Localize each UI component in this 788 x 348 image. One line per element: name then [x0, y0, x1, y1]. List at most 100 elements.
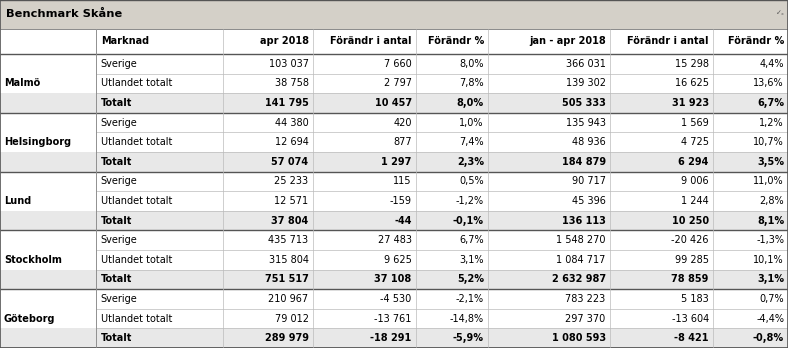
- Text: -159: -159: [390, 196, 411, 206]
- Text: 6,7%: 6,7%: [459, 235, 484, 245]
- Text: Sverige: Sverige: [101, 235, 137, 245]
- Text: 13,6%: 13,6%: [753, 78, 784, 88]
- Text: -44: -44: [394, 215, 411, 226]
- Text: 37 804: 37 804: [271, 215, 309, 226]
- Text: jan - apr 2018: jan - apr 2018: [529, 36, 606, 46]
- Text: 1 548 270: 1 548 270: [556, 235, 606, 245]
- Text: Totalt: Totalt: [101, 333, 132, 343]
- Text: 1 297: 1 297: [381, 157, 411, 167]
- Text: 5 183: 5 183: [681, 294, 708, 304]
- Text: 184 879: 184 879: [562, 157, 606, 167]
- Text: -1,2%: -1,2%: [455, 196, 484, 206]
- Text: Förändr i antal: Förändr i antal: [627, 36, 708, 46]
- Text: 45 396: 45 396: [572, 196, 606, 206]
- Text: Sverige: Sverige: [101, 294, 137, 304]
- Bar: [0, 211, 788, 230]
- Text: 1 080 593: 1 080 593: [552, 333, 606, 343]
- Text: 139 302: 139 302: [566, 78, 606, 88]
- Text: 8,0%: 8,0%: [457, 98, 484, 108]
- Text: 315 804: 315 804: [269, 255, 309, 265]
- Text: 103 037: 103 037: [269, 59, 309, 69]
- Text: Sverige: Sverige: [101, 118, 137, 128]
- Bar: [0, 93, 788, 113]
- Text: 10,7%: 10,7%: [753, 137, 784, 147]
- Text: Sverige: Sverige: [101, 59, 137, 69]
- Text: 141 795: 141 795: [265, 98, 309, 108]
- Text: 25 233: 25 233: [274, 176, 309, 187]
- Text: 1,2%: 1,2%: [760, 118, 784, 128]
- Text: ✓ₓ: ✓ₓ: [776, 9, 785, 16]
- Text: 57 074: 57 074: [271, 157, 309, 167]
- Text: 99 285: 99 285: [675, 255, 708, 265]
- Text: 3,1%: 3,1%: [459, 255, 484, 265]
- Text: -13 761: -13 761: [374, 314, 411, 324]
- Bar: [0, 152, 788, 172]
- Bar: [0, 270, 788, 289]
- Text: 297 370: 297 370: [565, 314, 606, 324]
- Bar: [0, 289, 788, 309]
- Bar: [0, 113, 788, 132]
- Text: 877: 877: [393, 137, 411, 147]
- Bar: [0, 73, 788, 93]
- Text: 210 967: 210 967: [269, 294, 309, 304]
- Text: 0,7%: 0,7%: [760, 294, 784, 304]
- Text: 7,8%: 7,8%: [459, 78, 484, 88]
- Text: 420: 420: [393, 118, 411, 128]
- Text: Göteborg: Göteborg: [4, 314, 55, 324]
- Text: 3,1%: 3,1%: [757, 274, 784, 284]
- Text: 12 571: 12 571: [274, 196, 309, 206]
- Text: 1 084 717: 1 084 717: [556, 255, 606, 265]
- Text: 751 517: 751 517: [265, 274, 309, 284]
- Text: -1,3%: -1,3%: [756, 235, 784, 245]
- Text: 27 483: 27 483: [377, 235, 411, 245]
- Text: 37 108: 37 108: [374, 274, 411, 284]
- Text: Förändr i antal: Förändr i antal: [330, 36, 411, 46]
- Text: 9 625: 9 625: [384, 255, 411, 265]
- Text: Marknad: Marknad: [101, 36, 149, 46]
- Bar: [0, 329, 788, 348]
- Text: 4,4%: 4,4%: [760, 59, 784, 69]
- Text: Malmö: Malmö: [4, 78, 40, 88]
- Text: 5,2%: 5,2%: [457, 274, 484, 284]
- Text: Lund: Lund: [4, 196, 32, 206]
- Text: 366 031: 366 031: [566, 59, 606, 69]
- Text: 289 979: 289 979: [265, 333, 309, 343]
- Text: -8 421: -8 421: [675, 333, 708, 343]
- Text: 0,5%: 0,5%: [459, 176, 484, 187]
- Text: 136 113: 136 113: [562, 215, 606, 226]
- Text: -2,1%: -2,1%: [455, 294, 484, 304]
- Text: Stockholm: Stockholm: [4, 255, 61, 265]
- Text: 31 923: 31 923: [671, 98, 708, 108]
- Bar: [0, 309, 788, 329]
- Text: Utlandet totalt: Utlandet totalt: [101, 255, 172, 265]
- Text: 3,5%: 3,5%: [757, 157, 784, 167]
- Text: 1,0%: 1,0%: [459, 118, 484, 128]
- Text: 10 250: 10 250: [671, 215, 708, 226]
- Text: Totalt: Totalt: [101, 215, 132, 226]
- Text: -0,8%: -0,8%: [753, 333, 784, 343]
- Bar: [0, 230, 788, 250]
- Text: 6 294: 6 294: [678, 157, 708, 167]
- Text: 79 012: 79 012: [274, 314, 309, 324]
- Text: 505 333: 505 333: [562, 98, 606, 108]
- Text: 11,0%: 11,0%: [753, 176, 784, 187]
- Text: -4 530: -4 530: [381, 294, 411, 304]
- Text: 783 223: 783 223: [565, 294, 606, 304]
- Text: 2 797: 2 797: [384, 78, 411, 88]
- Text: 48 936: 48 936: [572, 137, 606, 147]
- Text: Förändr %: Förändr %: [428, 36, 484, 46]
- Text: Förändr %: Förändr %: [728, 36, 784, 46]
- Text: Totalt: Totalt: [101, 157, 132, 167]
- Text: -14,8%: -14,8%: [450, 314, 484, 324]
- Text: -13 604: -13 604: [671, 314, 708, 324]
- Text: -5,9%: -5,9%: [453, 333, 484, 343]
- Text: 2,8%: 2,8%: [760, 196, 784, 206]
- Text: 7,4%: 7,4%: [459, 137, 484, 147]
- Bar: [0, 0, 788, 29]
- Text: -0,1%: -0,1%: [453, 215, 484, 226]
- Bar: [0, 29, 788, 54]
- Text: 16 625: 16 625: [675, 78, 708, 88]
- Text: 15 298: 15 298: [675, 59, 708, 69]
- Bar: [0, 191, 788, 211]
- Text: Sverige: Sverige: [101, 176, 137, 187]
